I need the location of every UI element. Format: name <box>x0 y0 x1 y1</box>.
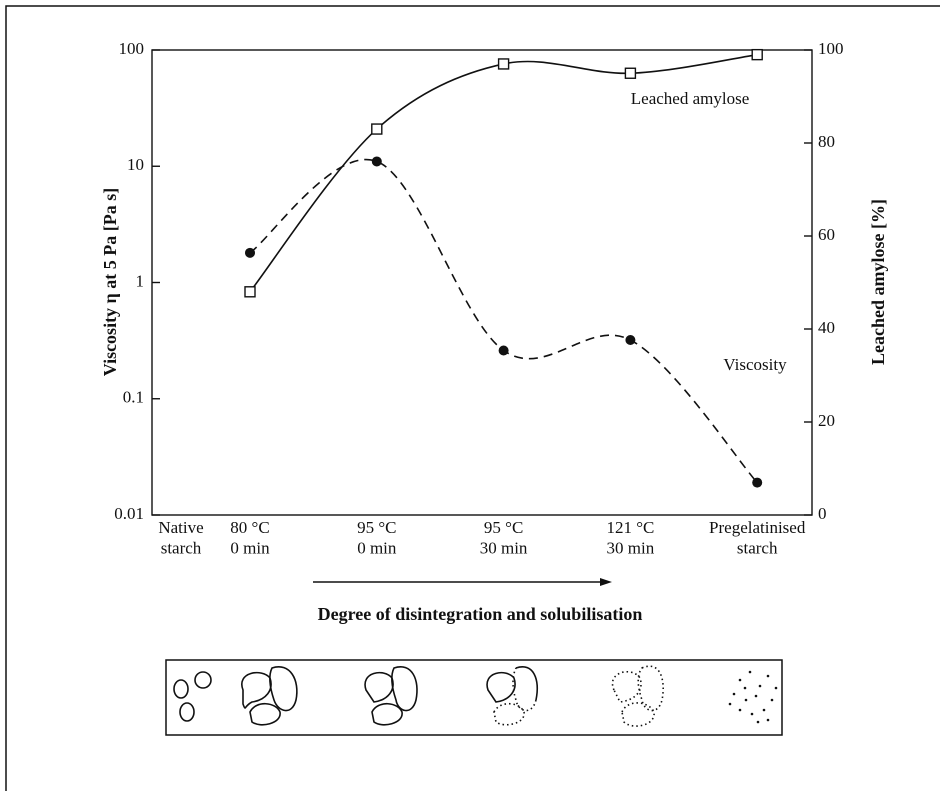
y2-axis-title: Leached amylose [%] <box>868 199 888 365</box>
granule-panel <box>165 659 783 736</box>
y-tick-label: 1 <box>136 271 145 290</box>
x-tick-label: Pregelatinised starch <box>709 518 806 557</box>
point <box>498 345 509 356</box>
x-tick-label: 121 °C 30 min <box>606 518 654 557</box>
series-line <box>249 158 758 484</box>
x-axis-title: Degree of disintegration and solubilisat… <box>318 604 643 624</box>
x-tick-label: 95 °C 0 min <box>357 518 397 557</box>
y2-tick-label: 20 <box>818 411 835 430</box>
point <box>751 48 763 61</box>
series-label: Leached amylose <box>631 89 749 108</box>
y2-tick-label: 0 <box>818 504 827 523</box>
point <box>625 335 636 346</box>
y-tick-label: 0.1 <box>123 388 144 407</box>
series-label: Viscosity <box>723 355 787 374</box>
y2-tick-label: 80 <box>818 132 835 151</box>
point <box>371 156 382 167</box>
frame <box>5 5 940 791</box>
arrow-head <box>600 578 612 586</box>
y2-tick-label: 100 <box>818 39 844 58</box>
y2-tick-label: 40 <box>818 318 835 337</box>
x-tick-label: 80 °C 0 min <box>230 518 270 557</box>
point <box>245 247 255 258</box>
y2-tick-label: 60 <box>818 225 835 244</box>
y-tick-label: 100 <box>119 39 145 58</box>
point <box>624 67 637 79</box>
series-line <box>249 53 758 293</box>
point <box>752 477 763 488</box>
x-tick-label: 95 °C 30 min <box>480 518 528 557</box>
point <box>244 286 256 298</box>
point <box>497 58 510 70</box>
point <box>371 123 383 135</box>
y-tick-label: 0.01 <box>114 504 144 523</box>
y-axis-title: Viscosity η at 5 Pa [Pa s] <box>100 188 120 377</box>
x-tick-label: Native starch <box>158 518 203 557</box>
plot-frame <box>151 49 813 516</box>
y-tick-label: 10 <box>127 155 144 174</box>
